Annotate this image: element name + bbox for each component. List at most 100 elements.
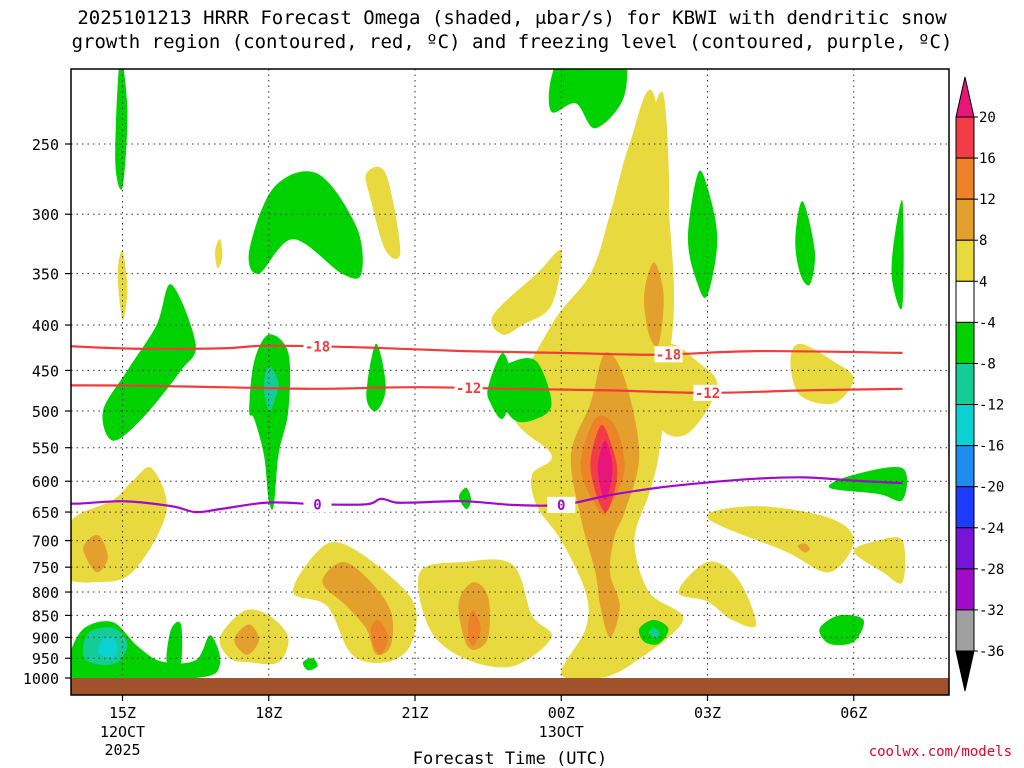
omega-region-early-green-top	[115, 69, 128, 190]
plot-area: -18 -18 -12 -12 0 0	[71, 69, 949, 695]
omega-region-green-19z-tiny-lower	[302, 658, 318, 671]
omega-region-green-18z-col	[249, 334, 291, 510]
omega-region-bl-cyan-1	[97, 636, 118, 659]
y-tick-label-800: 800	[32, 584, 59, 602]
colorbar-bin--4to4	[955, 280, 975, 323]
contour-label-freezing-level-0: 0	[313, 497, 321, 513]
colorbar-bin-8to12	[955, 198, 975, 241]
y-tick-label-450: 450	[32, 362, 59, 380]
omega-region-yellow-21z-top	[365, 166, 401, 259]
contour-label-bg-dgz-lower-1	[693, 384, 722, 401]
colorbar-label--8: -8	[979, 356, 996, 372]
contour-lines: -18 -18 -12 -12 0 0	[71, 338, 903, 514]
omega-region-green-00z-mid	[493, 357, 552, 423]
contour-label-bg-dgz-lower-0	[454, 380, 483, 397]
colorbar-bin--20to-16	[955, 445, 975, 488]
x-axis-label: Forecast Time (UTC)	[413, 749, 607, 768]
colorbar-label-20: 20	[979, 110, 996, 126]
x-tick-sublabel-13OCT: 13OCT	[539, 723, 584, 741]
colorbar-label--4: -4	[979, 315, 996, 331]
chart-title-line1: 2025101213 HRRR Forecast Omega (shaded, …	[77, 7, 947, 29]
contour-freezing-level	[71, 476, 903, 514]
y-tick-label-1000: 1000	[23, 670, 59, 688]
ground-strip	[71, 678, 949, 695]
y-tick-label-400: 400	[32, 317, 59, 335]
contour-label-dgz-lower-0: -12	[456, 381, 481, 397]
omega-region-green-16z-lower	[166, 621, 183, 669]
omega-region-teal-02z-lower	[649, 627, 660, 639]
contour-label-bg-dgz-upper-1	[654, 346, 683, 363]
colorbar-label-16: 16	[979, 151, 996, 167]
x-tick-label-21Z: 21Z	[401, 704, 428, 722]
x-tick-label-00Z: 00Z	[548, 704, 575, 722]
y-tick-label-850: 850	[32, 607, 59, 625]
y-tick-label-950: 950	[32, 650, 59, 668]
omega-region-magenta-main-plume	[597, 440, 613, 500]
x-tick-label-15Z: 15Z	[109, 704, 136, 722]
y-tick-label-250: 250	[32, 136, 59, 154]
y-tick-label-600: 600	[32, 473, 59, 491]
colorbar-label--24: -24	[979, 521, 1004, 537]
contour-label-bg-dgz-upper-0	[303, 338, 332, 355]
colorbar-bin--24to-20	[955, 486, 975, 529]
contour-dgz-upper	[71, 344, 903, 356]
contour-label-bg-freezing-level-0	[303, 496, 332, 513]
omega-region-yellow-06z-lower	[853, 537, 906, 584]
omega-shading	[71, 69, 908, 681]
colorbar-label--12: -12	[979, 398, 1004, 414]
colorbar-label--16: -16	[979, 439, 1004, 455]
gridlines	[71, 69, 949, 695]
omega-region-yellow-04z-lower	[707, 506, 854, 573]
contour-label-bg-freezing-level-1	[547, 496, 576, 513]
x-tick-sublabel-2025: 2025	[104, 741, 140, 759]
contour-label-dgz-upper-0: -18	[305, 340, 330, 356]
x-tick-sublabel-12OCT: 12OCT	[100, 723, 145, 741]
colorbar-bin--16to-12	[955, 404, 975, 447]
omega-region-yellow-0230z-upper	[648, 343, 718, 437]
colorbar-label--36: -36	[979, 644, 1004, 660]
colorbar-label--20: -20	[979, 480, 1004, 496]
omega-region-early-orange-1	[83, 534, 108, 573]
x-tick-label-18Z: 18Z	[255, 704, 282, 722]
y-tick-label-550: 550	[32, 440, 59, 458]
colorbar-bin-12to16	[955, 157, 975, 200]
y-tick-label-900: 900	[32, 629, 59, 647]
omega-region-early-green-upper	[102, 284, 196, 441]
omega-region-orange-0430z-tiny	[797, 543, 810, 553]
x-tick-label-06Z: 06Z	[840, 704, 867, 722]
source-credit[interactable]: coolwx.com/models	[868, 744, 1012, 760]
omega-region-green-03z-upper	[688, 170, 718, 298]
colorbar-bin--32to-28	[955, 568, 975, 611]
colorbar-over-arrow	[955, 76, 975, 118]
contour-label-dgz-upper-1: -18	[656, 347, 681, 363]
colorbar-under-arrow	[955, 650, 975, 692]
omega-region-orange-18z-lower	[234, 624, 259, 655]
colorbar-bin--28to-24	[955, 527, 975, 570]
plot-frame	[70, 68, 950, 696]
y-tick-label-350: 350	[32, 266, 59, 284]
y-tick-label-500: 500	[32, 403, 59, 421]
y-tick-label-750: 750	[32, 559, 59, 577]
colorbar-bin-4to8	[955, 239, 975, 282]
y-tick-label-300: 300	[32, 206, 59, 224]
colorbar: 20 16 12 8 4 -4 -8 -12 -16 -20 -24 -28 -32 -36	[955, 76, 1004, 692]
y-axis: 250 300 350 400 450 500 550 600 650 700 750 800 850 9…	[23, 136, 71, 688]
colorbar-bin--8to-4	[955, 321, 975, 364]
colorbar-label--32: -32	[979, 603, 1004, 619]
omega-region-yellow-0330z-lower	[678, 561, 757, 628]
omega-region-yellow-1430z-small1	[117, 250, 128, 321]
chart-title: 2025101213 HRRR Forecast Omega (shaded, …	[0, 6, 1024, 54]
colorbar-label-4: 4	[979, 274, 987, 290]
omega-region-green-05z-upper	[795, 201, 816, 286]
colorbar-label-12: 12	[979, 192, 996, 208]
omega-region-yellow-23z-upper	[491, 249, 562, 335]
y-tick-label-650: 650	[32, 504, 59, 522]
omega-region-orange2-22z-lower	[468, 610, 481, 647]
omega-region-yellow-01z-upper	[624, 91, 670, 299]
y-tick-label-700: 700	[32, 533, 59, 551]
omega-region-green-05z-right	[828, 466, 908, 502]
colorbar-bin--12to-8	[955, 362, 975, 406]
omega-region-green-18z-top	[248, 171, 363, 279]
omega-region-green-01z-top	[548, 69, 628, 129]
